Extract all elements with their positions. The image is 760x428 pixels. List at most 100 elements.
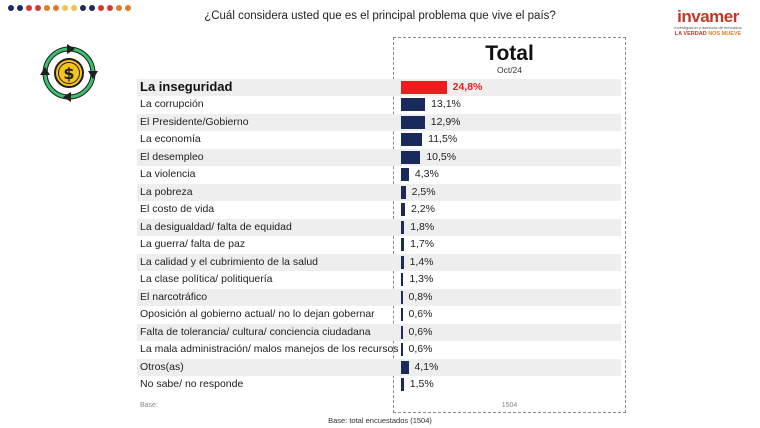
base-value: 1504 — [501, 402, 518, 409]
category-label: El costo de vida — [140, 203, 215, 216]
category-label: La guerra/ falta de paz — [140, 238, 246, 251]
bar — [401, 360, 409, 374]
category-label: Oposición al gobierno actual/ no lo deja… — [140, 308, 375, 321]
dot — [8, 5, 14, 11]
category-label: La clase política/ politiquería — [140, 273, 273, 286]
bar-row: La desigualdad/ falta de equidad 1,8% — [137, 218, 621, 236]
category-label: La inseguridad — [140, 79, 233, 94]
bar-row: La mala administración/ malos manejos de… — [137, 341, 621, 358]
bar — [401, 150, 421, 164]
dot — [62, 5, 68, 11]
bar — [401, 168, 409, 182]
dot — [98, 5, 104, 11]
svg-text:$: $ — [63, 64, 74, 83]
logo-tag-b: NOS MUEVE — [708, 31, 742, 37]
category-label: Otros(as) — [140, 360, 184, 373]
category-label: La economía — [140, 133, 201, 146]
bar-row: Falta de tolerancia/ cultura/ conciencia… — [137, 323, 621, 341]
dot — [44, 5, 50, 11]
category-label: La corrupción — [140, 98, 204, 111]
bar-row: El Presidente/Gobierno 12,9% — [137, 113, 621, 131]
data-label: 0,6% — [408, 343, 433, 356]
chart-subtitle: Oct/24 — [496, 65, 523, 75]
dot — [17, 5, 23, 11]
logo-subtitle: Investigación y asesoría de mercados — [674, 25, 742, 30]
bar-row: La economía 11,5% — [137, 131, 621, 148]
dot — [80, 5, 86, 11]
category-label: La desigualdad/ falta de equidad — [140, 220, 292, 233]
category-label: No sabe/ no responde — [140, 377, 244, 390]
bar-row: La pobreza 2,5% — [137, 183, 621, 201]
category-label: La violencia — [140, 168, 196, 181]
data-label: 1,3% — [409, 273, 434, 286]
logo-tag-a: LA VERDAD — [674, 31, 707, 37]
logo-tagline: LA VERDAD NOS MUEVE — [668, 31, 748, 38]
bar — [401, 290, 403, 304]
dot — [125, 5, 131, 11]
dot — [107, 5, 113, 11]
bar-row: Oposición al gobierno actual/ no lo deja… — [137, 306, 621, 323]
bar-row: El desempleo 10,5% — [137, 148, 621, 166]
data-label: 10,5% — [426, 150, 457, 163]
dot — [89, 5, 95, 11]
bar — [401, 203, 406, 217]
data-label: 12,9% — [430, 115, 461, 128]
bar — [401, 325, 403, 339]
invamer-logo: invamer Investigación y asesoría de merc… — [668, 8, 748, 38]
bar-row: La violencia 4,3% — [137, 166, 621, 183]
bar-row: No sabe/ no responde 1,5% — [137, 376, 621, 393]
footnote: Base: total encuestados (1504) — [328, 416, 432, 425]
data-label: 1,8% — [410, 220, 435, 233]
bar-row: La calidad y el cubrimiento de la salud 1… — [137, 253, 621, 271]
data-label: 0,8% — [408, 290, 433, 303]
bar-row: La clase política/ politiquería 1,3% — [137, 271, 621, 288]
data-label: 2,2% — [411, 203, 435, 216]
bar — [401, 185, 406, 199]
bar — [401, 115, 425, 129]
category-label: El Presidente/Gobierno — [140, 115, 249, 128]
bar — [401, 98, 426, 112]
data-label: 13,1% — [431, 98, 461, 111]
logo-brand: invamer — [677, 7, 739, 26]
base-label: Base: — [140, 402, 158, 409]
dot — [26, 5, 32, 11]
dot — [53, 5, 59, 11]
bar-row: El narcotráfico 0,8% — [137, 288, 621, 306]
bar — [401, 308, 403, 322]
bar — [401, 343, 403, 357]
category-label: El desempleo — [140, 150, 204, 163]
data-label: 24,8% — [452, 81, 483, 93]
dot — [71, 5, 77, 11]
data-label: 11,5% — [428, 133, 458, 146]
bar — [401, 238, 405, 252]
chart-title: Total — [485, 42, 534, 65]
bar — [401, 133, 423, 147]
dot — [35, 5, 41, 11]
data-label: 1,7% — [410, 238, 435, 251]
survey-question: ¿Cuál considera usted que es el principa… — [204, 10, 556, 22]
data-label: 0,6% — [408, 308, 433, 321]
data-label: 0,6% — [408, 325, 433, 338]
money-cycle-icon: $ — [40, 44, 98, 102]
data-label: 1,5% — [409, 377, 434, 390]
data-label: 4,3% — [414, 168, 439, 181]
bar — [401, 255, 404, 269]
category-label: Falta de tolerancia/ cultura/ conciencia… — [140, 325, 371, 338]
bar — [401, 81, 447, 94]
bar-row: La guerra/ falta de paz 1,7% — [137, 236, 621, 253]
dot — [116, 5, 122, 11]
bar-row: La inseguridad 24,8% — [137, 79, 621, 96]
bar — [401, 377, 404, 391]
bar — [401, 273, 404, 287]
bar-row: La corrupción 13,1% — [137, 96, 621, 113]
decorative-dots — [8, 5, 131, 11]
data-label: 2,5% — [411, 185, 436, 198]
bar-row: Otros(as) 4,1% — [137, 358, 621, 376]
category-label: La mala administración/ malos manejos de… — [140, 343, 399, 356]
category-label: La pobreza — [140, 185, 193, 198]
bar — [401, 220, 405, 234]
category-label: La calidad y el cubrimiento de la salud — [140, 255, 319, 268]
data-label: 1,4% — [409, 255, 434, 268]
bar-row: El costo de vida 2,2% — [137, 201, 621, 218]
data-label: 4,1% — [414, 360, 439, 373]
